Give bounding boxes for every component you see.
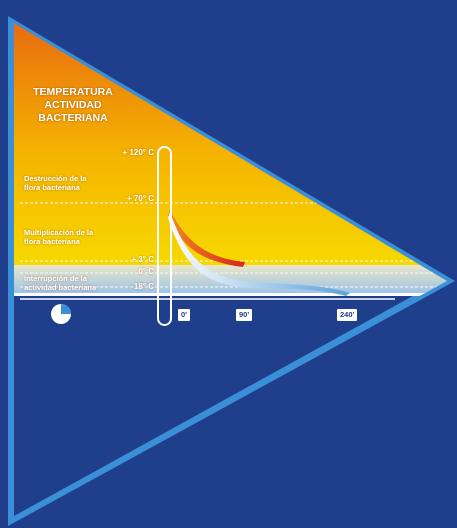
zone-label-interruption: Interrupción de la actividad bacteriana: [24, 274, 97, 292]
temp-label-0: 0° C: [138, 267, 154, 276]
cooling-curve-cold: [168, 212, 350, 296]
zone-label-multiplication: Multiplicación de la flora bacteriana: [24, 228, 94, 246]
temp-label-120: + 120° C: [122, 148, 154, 157]
temp-label-minus18: -18° C: [131, 282, 154, 291]
diagram-title: TEMPERATURA ACTIVIDAD BACTERIANA: [33, 86, 113, 124]
thermometer: [157, 146, 172, 326]
zone-label-destruction: Destrucción de la flora bacteriana: [24, 174, 87, 192]
temp-label-70: + 70° C: [127, 194, 154, 203]
clock-quarter-icon: [51, 304, 71, 324]
cooling-curve-warm: [168, 210, 245, 267]
temp-label-3: + 3° C: [131, 255, 154, 264]
time-tick-90: 90': [236, 309, 253, 321]
time-tick-0: 0': [178, 309, 190, 321]
time-tick-240: 240': [337, 309, 358, 321]
